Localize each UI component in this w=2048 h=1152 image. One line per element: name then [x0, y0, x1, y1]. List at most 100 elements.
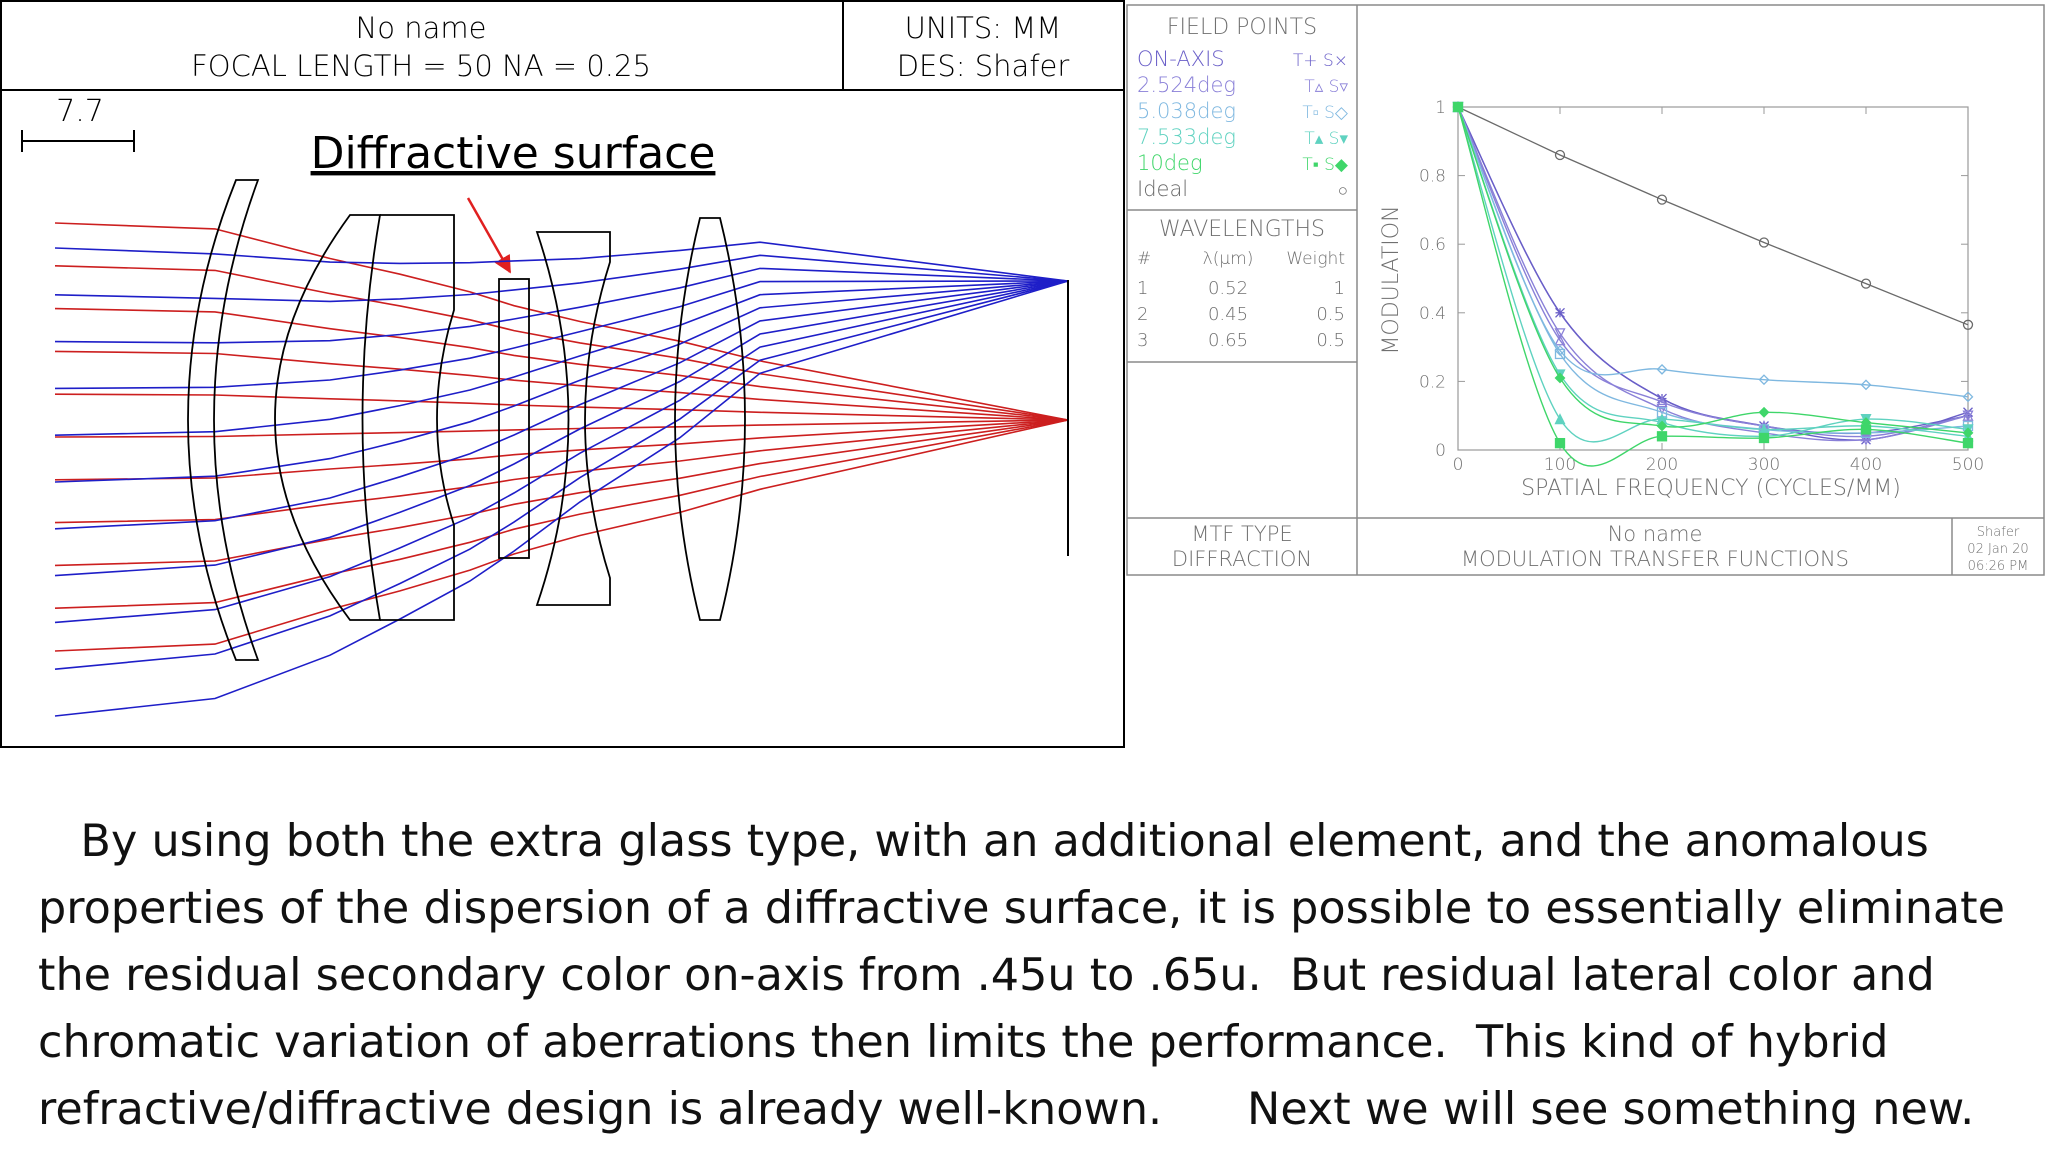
wavelength-cell: 0.5	[1316, 330, 1345, 351]
diffractive-surface-annotation: Diffractive surface	[311, 128, 716, 179]
wavelength-cell: 0.5	[1316, 304, 1345, 325]
lens-title-focal-length: FOCAL LENGTH = 50 NA = 0.25	[191, 49, 651, 83]
data-point-marker	[1758, 237, 1770, 248]
field-points-list: ON-AXIS T+ S× 2.524deg T▵ S▿ 5.038deg T▫ S◇ 7.…	[1137, 47, 1349, 201]
blue-ray	[54, 280, 1069, 483]
wavelength-column-header: Weight	[1286, 249, 1345, 269]
data-point-marker	[1860, 430, 1872, 442]
lens-layout-panel: No name FOCAL LENGTH = 50 NA = 0.25 UNIT…	[0, 0, 1125, 748]
y-tick-label: 0.6	[1419, 235, 1446, 255]
red-ray	[54, 265, 1069, 421]
red-ray	[54, 419, 1069, 438]
plot-frame	[1457, 106, 1969, 451]
caption-line-2: properties of the dispersion of a diffra…	[38, 883, 2005, 934]
wavelength-cell: 1	[1334, 278, 1345, 299]
data-point-marker	[1555, 307, 1565, 318]
field-points-header: FIELD POINTS	[1167, 15, 1317, 40]
data-point-marker	[1860, 379, 1872, 391]
red-ray	[54, 222, 1069, 421]
stamp-time: 06:26 PM	[1968, 559, 2029, 574]
blue-ray	[54, 280, 1069, 577]
field-point-label: 7.533deg	[1137, 125, 1236, 149]
data-point-marker	[1860, 417, 1872, 428]
x-axis-label: SPATIAL FREQUENCY (CYCLES/MM)	[1521, 476, 1901, 501]
blue-ray	[54, 280, 1069, 530]
y-tick-label: 0.8	[1419, 167, 1446, 187]
blue-ray	[54, 267, 1069, 344]
wavelength-column-header: λ(μm)	[1203, 249, 1254, 269]
lens-panel-border	[0, 0, 1125, 748]
mtf-panel-border	[1126, 4, 2045, 576]
field-point-label: ON-AXIS	[1137, 47, 1225, 71]
y-tick-label: 0.4	[1419, 304, 1446, 324]
data-point-marker	[1554, 437, 1566, 449]
lens-elements	[187, 179, 1069, 661]
y-tick-label: 0	[1435, 441, 1446, 461]
blue-ray	[54, 280, 1069, 436]
data-point-marker	[1860, 278, 1872, 289]
designer-label: DES: Shafer	[897, 49, 1070, 83]
field-point-label: Ideal	[1137, 177, 1188, 201]
scale-bar-value: 7.7	[56, 94, 104, 129]
mtf-type-label: MTF TYPE	[1191, 522, 1292, 546]
data-point-marker	[1962, 391, 1974, 403]
y-tick-label: 1	[1435, 98, 1446, 118]
blue-ray	[54, 280, 1069, 717]
mtf-panel: FIELD POINTS ON-AXIS T+ S× 2.524deg T▵ S▿ 5.…	[1126, 4, 2045, 576]
mtf-chart: 0 100 200 300 400 500 0 0.2 0.4 0.6 0.8 1 SPATIAL F…	[1379, 98, 1984, 501]
field-point-markers: T▫ S◇	[1302, 103, 1349, 123]
x-tick-label: 0	[1453, 455, 1464, 475]
data-point-marker	[1656, 420, 1668, 432]
x-tick-label: 300	[1748, 455, 1780, 475]
chart-series	[1452, 101, 1974, 467]
x-tick-label: 100	[1544, 455, 1576, 475]
field-point-markers: T▴ S▾	[1304, 129, 1348, 149]
data-point-marker	[1554, 345, 1566, 356]
field-point-markers: T+ S×	[1293, 51, 1348, 71]
blue-ray	[54, 280, 1069, 670]
field-point-label: 5.038deg	[1137, 99, 1236, 123]
data-point-marker	[1656, 403, 1668, 415]
series-line	[1457, 106, 1969, 398]
wavelength-column-header: #	[1137, 249, 1151, 269]
wavelength-cell: 0.52	[1208, 278, 1248, 299]
red-ray	[54, 419, 1069, 567]
series-line	[1457, 106, 1969, 438]
footer-name: No name	[1608, 522, 1703, 546]
x-tick-label: 400	[1850, 455, 1882, 475]
chart-axes: 0 100 200 300 400 500 0 0.2 0.4 0.6 0.8 1	[1419, 98, 1984, 475]
data-point-marker	[1758, 374, 1770, 386]
caption-line-5: refractive/diffractive design is already…	[38, 1084, 1975, 1135]
annotation-arrow	[466, 197, 512, 274]
units-label: UNITS: MM	[905, 11, 1062, 45]
field-point-markers: ○	[1338, 181, 1348, 201]
lens-title-name: No name	[356, 11, 487, 45]
data-point-marker	[1962, 437, 1974, 449]
field-point-markers: T▵ S▿	[1304, 77, 1348, 97]
blue-ray	[54, 280, 1069, 624]
x-tick-label: 500	[1952, 455, 1984, 475]
caption-line-3: the residual secondary color on-axis fro…	[38, 950, 1935, 1001]
series-2-524deg-s	[1452, 101, 1974, 446]
red-ray	[54, 419, 1069, 652]
red-ray	[54, 393, 1069, 421]
stamp-author: Shafer	[1977, 525, 2020, 540]
data-point-marker	[1452, 101, 1464, 113]
lens-element-3	[380, 214, 455, 621]
red-ray	[54, 307, 1069, 421]
data-point-marker	[1758, 406, 1770, 418]
caption-line-1: By using both the extra glass type, with…	[38, 816, 1929, 867]
y-axis-label: MODULATION	[1379, 205, 1404, 354]
series-line	[1457, 106, 1969, 326]
blue-ray	[54, 241, 1069, 282]
blue-ray	[54, 280, 1069, 390]
red-ray	[54, 419, 1069, 524]
red-ray	[54, 419, 1069, 481]
lens-element-2	[274, 214, 382, 621]
diffractive-plate	[498, 278, 530, 559]
wavelength-cell: 1	[1137, 278, 1148, 299]
blue-ray	[54, 254, 1069, 303]
wavelength-cell: 2	[1137, 304, 1148, 325]
data-point-marker	[1554, 372, 1566, 384]
